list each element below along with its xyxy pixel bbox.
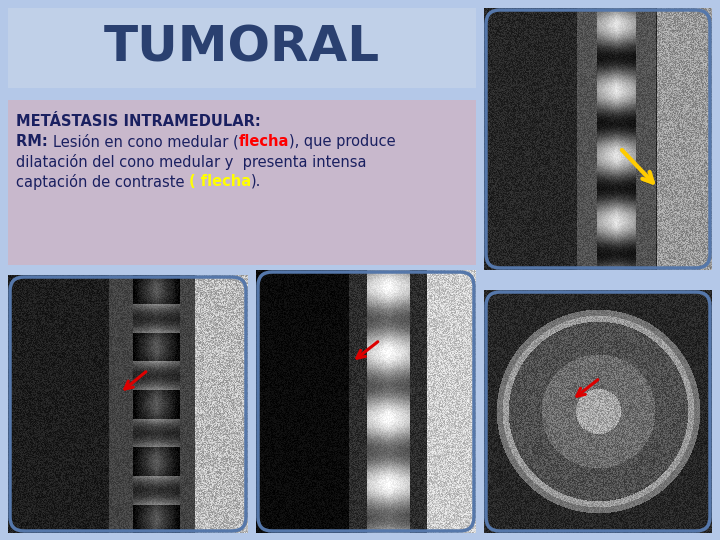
Text: dilatación del cono medular y  presenta intensa: dilatación del cono medular y presenta i… bbox=[16, 154, 366, 170]
FancyBboxPatch shape bbox=[8, 8, 476, 88]
FancyBboxPatch shape bbox=[8, 100, 476, 265]
Text: flecha: flecha bbox=[238, 134, 289, 149]
Text: TUMORAL: TUMORAL bbox=[104, 24, 380, 72]
Text: ).: ). bbox=[251, 174, 261, 189]
Text: ( flecha: ( flecha bbox=[189, 174, 251, 189]
Text: ), que produce: ), que produce bbox=[289, 134, 395, 149]
Text: METÁSTASIS INTRAMEDULAR:: METÁSTASIS INTRAMEDULAR: bbox=[16, 114, 261, 129]
Text: RM:: RM: bbox=[16, 134, 53, 149]
Text: Lesión en cono medular (: Lesión en cono medular ( bbox=[53, 134, 238, 150]
Text: captación de contraste: captación de contraste bbox=[16, 174, 189, 190]
